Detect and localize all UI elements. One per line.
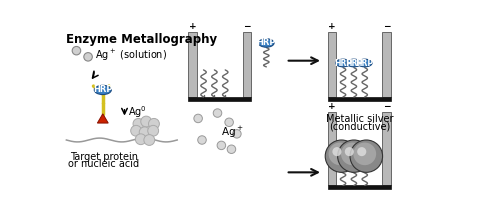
Text: −: − (243, 22, 250, 31)
Ellipse shape (336, 59, 350, 67)
Bar (382, 112, 390, 186)
Circle shape (130, 125, 141, 136)
Circle shape (350, 140, 382, 172)
Text: −: − (382, 102, 390, 111)
Circle shape (72, 46, 80, 55)
Circle shape (136, 134, 146, 145)
Circle shape (338, 140, 370, 172)
Circle shape (148, 118, 160, 129)
Bar (188, 32, 197, 97)
Text: −: − (382, 22, 390, 31)
Text: Ag$^0$: Ag$^0$ (128, 104, 146, 120)
Text: HRP: HRP (356, 59, 374, 67)
Text: (conductive): (conductive) (328, 122, 390, 132)
Ellipse shape (258, 39, 274, 47)
Bar (382, 32, 390, 97)
Circle shape (345, 147, 354, 156)
Text: Ag$^+$ (solution): Ag$^+$ (solution) (95, 48, 167, 63)
Ellipse shape (358, 59, 372, 67)
Text: HRP: HRP (345, 59, 363, 67)
Circle shape (133, 118, 144, 129)
Circle shape (227, 145, 235, 153)
Circle shape (141, 116, 152, 127)
Text: Target protein: Target protein (70, 151, 138, 161)
Bar (328, 97, 390, 101)
Circle shape (225, 118, 234, 127)
Circle shape (194, 114, 202, 123)
Text: Ag$^+$: Ag$^+$ (222, 125, 244, 140)
Circle shape (144, 135, 154, 145)
Ellipse shape (346, 59, 362, 67)
Text: +: + (328, 102, 336, 111)
Bar (328, 32, 336, 97)
Circle shape (341, 143, 363, 165)
Circle shape (357, 147, 366, 156)
Circle shape (213, 109, 222, 117)
Circle shape (354, 143, 376, 165)
Bar (242, 32, 251, 97)
Circle shape (217, 141, 226, 150)
Polygon shape (98, 114, 108, 123)
Bar (188, 97, 251, 101)
Circle shape (84, 53, 92, 61)
Circle shape (139, 127, 150, 138)
Text: +: + (328, 22, 336, 31)
Text: +: + (189, 22, 196, 31)
Circle shape (328, 143, 351, 165)
Circle shape (232, 130, 241, 138)
Text: or nucleic acid: or nucleic acid (68, 159, 139, 169)
Text: Metallic silver: Metallic silver (326, 114, 393, 124)
Circle shape (198, 136, 206, 144)
Circle shape (332, 147, 342, 156)
Text: Enzyme Metallography: Enzyme Metallography (66, 33, 216, 46)
Text: HRP: HRP (93, 85, 112, 94)
Bar (328, 112, 336, 186)
Circle shape (325, 140, 358, 172)
Ellipse shape (94, 85, 112, 95)
Text: HRP: HRP (334, 59, 352, 67)
Text: HRP: HRP (256, 38, 276, 48)
Bar (328, 186, 390, 189)
Circle shape (148, 125, 158, 136)
